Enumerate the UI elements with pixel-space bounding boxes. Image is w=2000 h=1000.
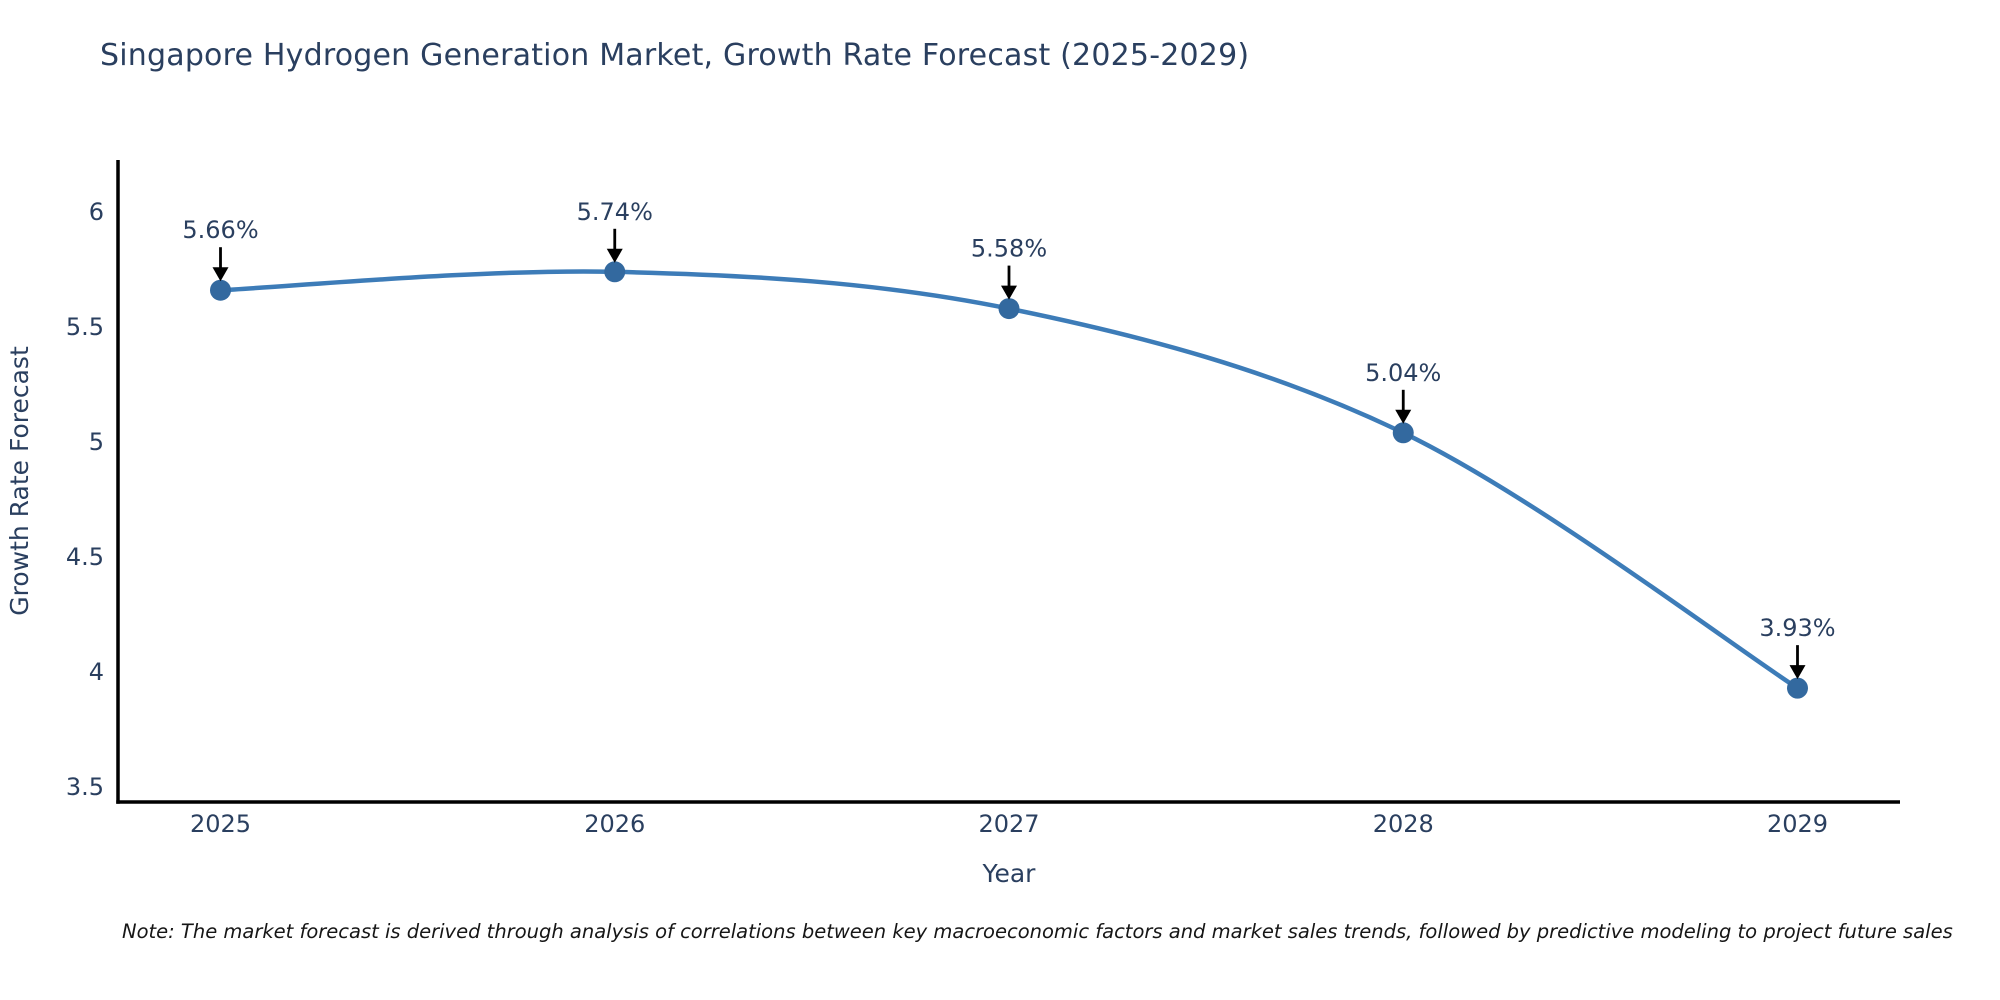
x-tick-label: 2026 [584, 810, 645, 838]
x-tick-label: 2027 [978, 810, 1039, 838]
data-point-marker [210, 279, 232, 301]
data-point-marker [1392, 422, 1414, 444]
y-tick-label: 6 [89, 198, 104, 226]
y-tick-label: 4 [89, 658, 104, 686]
chart-title: Singapore Hydrogen Generation Market, Gr… [100, 38, 1250, 73]
annotation-arrowhead-icon [606, 248, 623, 263]
data-point-label: 5.66% [182, 216, 258, 244]
data-point-label: 5.04% [1365, 359, 1441, 387]
trend-line [218, 269, 1800, 691]
y-tick-label: 5.5 [66, 313, 104, 341]
x-tick-label: 2029 [1767, 810, 1828, 838]
annotation-arrowhead-icon [1395, 409, 1412, 424]
x-tick-label: 2028 [1373, 810, 1434, 838]
data-point-marker [1786, 677, 1808, 699]
footnote: Note: The market forecast is derived thr… [122, 920, 1953, 943]
data-point-label: 5.74% [577, 198, 653, 226]
data-point-label: 5.58% [971, 235, 1047, 263]
y-tick-label: 3.5 [66, 773, 104, 801]
annotation-arrowhead-icon [212, 267, 229, 282]
y-tick-label: 4.5 [66, 543, 104, 571]
data-point-marker [604, 261, 626, 283]
data-point-label: 3.93% [1759, 614, 1835, 642]
y-tick-label: 5 [89, 428, 104, 456]
x-axis-title: Year [982, 859, 1037, 888]
data-point-marker [998, 298, 1020, 320]
annotation-arrowhead-icon [1789, 665, 1806, 680]
annotation-arrowhead-icon [1001, 285, 1017, 300]
y-axis-title: Growth Rate Forecast [5, 346, 34, 616]
x-tick-label: 2025 [190, 810, 251, 838]
